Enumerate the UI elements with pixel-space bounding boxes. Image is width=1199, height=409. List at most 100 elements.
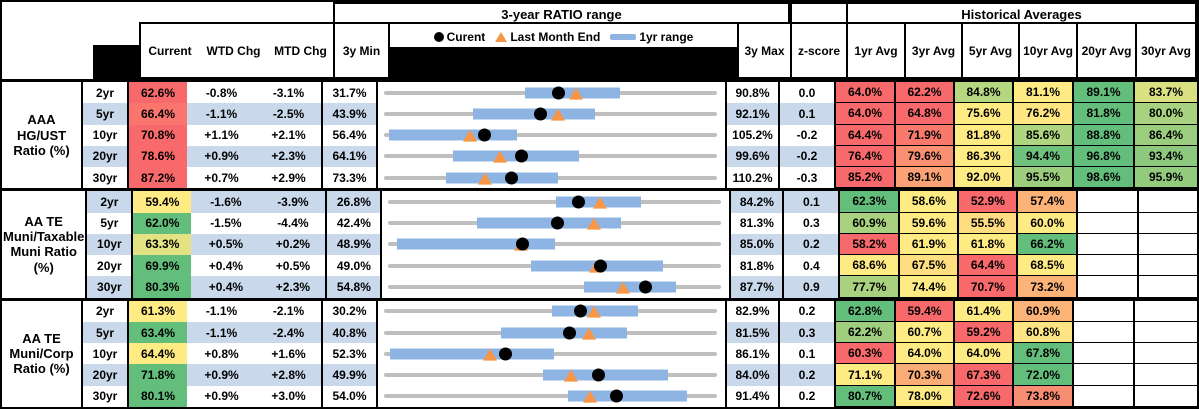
hist-avg-cell xyxy=(1074,321,1135,344)
hist-avg-cell: 60.0% xyxy=(1018,212,1079,234)
hist-avg-cell: 64.4% xyxy=(959,255,1019,277)
wtd-chg-column-header: WTD Chg xyxy=(206,43,261,58)
current-marker-icon xyxy=(552,86,566,100)
hist-avg-cell xyxy=(1139,191,1197,213)
zscore-cell: 0.2 xyxy=(780,300,836,322)
tenor-cell: 10yr xyxy=(87,233,134,256)
wtd-chg-cell: -1.1% xyxy=(187,300,256,322)
mtd-chg-cell: +2.8% xyxy=(256,364,323,386)
hist-avg-cell xyxy=(1139,276,1197,298)
current-marker-icon xyxy=(516,237,530,251)
hist-avg-cell xyxy=(1139,255,1197,277)
wtd-chg-cell: +0.9% xyxy=(187,364,256,386)
3y-max-column-header: 3y Max xyxy=(737,22,792,79)
wtd-chg-cell: -1.6% xyxy=(191,191,261,213)
table-body: AAA HG/UST Ratio (%) 2yr 62.6% -0.8% -3.1% 31… xyxy=(2,79,1197,407)
10yr-avg-column-header: 10yr Avg xyxy=(1018,22,1078,79)
tenor-header-black-cell xyxy=(93,45,139,79)
hist-avg-cell: 64.0% xyxy=(836,103,896,125)
mtd-chg-cell: +0.2% xyxy=(260,233,328,256)
table-row: 30yr 80.3% +0.4% +2.3% 54.8% 87.7% 0.9 77.7% 74.… xyxy=(87,276,1197,298)
hist-avg-cell: 73.8% xyxy=(1014,385,1074,407)
hist-avg-cell: 70.7% xyxy=(959,276,1019,298)
hist-avg-cell xyxy=(1074,385,1135,407)
current-marker-icon xyxy=(498,347,512,361)
range-track xyxy=(384,309,717,314)
current-cell: 61.3% xyxy=(129,300,187,322)
table-row: 2yr 62.6% -0.8% -3.1% 31.7% 90.8% 0.0 64.0% 62.2… xyxy=(83,82,1197,104)
hist-avg-cell xyxy=(1078,191,1140,213)
3y-min-cell: 26.8% xyxy=(327,191,383,213)
3y-max-cell: 90.8% xyxy=(727,82,780,104)
table-row: 20yr 71.8% +0.9% +2.8% 49.9% 84.0% 0.2 71.1% 70.… xyxy=(83,364,1197,386)
hist-avg-cell: 86.3% xyxy=(955,145,1014,168)
current-marker-icon xyxy=(477,128,491,142)
hist-avg-cell xyxy=(1135,343,1197,365)
current-cell: 80.1% xyxy=(129,385,187,407)
hist-avg-cell xyxy=(1135,300,1197,322)
3yr-avg-column-header: 3yr Avg xyxy=(904,22,963,79)
current-marker-icon xyxy=(609,389,623,403)
hist-avg-cell: 67.3% xyxy=(955,364,1014,386)
last-month-marker-icon xyxy=(478,172,493,185)
table-row: 30yr 87.2% +0.7% +2.9% 73.3% 110.2% -0.3 85.2% 8… xyxy=(83,167,1197,189)
wtd-chg-cell: +0.7% xyxy=(187,167,256,189)
tenor-cell: 10yr xyxy=(83,343,129,365)
3y-max-cell: 81.8% xyxy=(731,255,785,277)
current-dot-icon xyxy=(433,32,444,42)
one-year-range-bar xyxy=(389,129,517,141)
wtd-chg-cell: +0.5% xyxy=(191,233,261,256)
mtd-chg-cell: +3.0% xyxy=(256,385,323,407)
wtd-chg-cell: -1.1% xyxy=(187,103,256,125)
hist-avg-cell: 52.9% xyxy=(959,191,1019,213)
range-chart-cell xyxy=(378,300,727,322)
zscore-cell: 0.1 xyxy=(784,191,841,213)
current-cell: 64.4% xyxy=(129,343,187,365)
hist-avg-cell: 64.0% xyxy=(955,343,1014,365)
tenor-cell: 30yr xyxy=(87,276,134,298)
hist-avg-cell xyxy=(1078,233,1140,256)
range-chart-cell xyxy=(378,124,727,146)
hist-avg-cell: 88.8% xyxy=(1074,124,1135,146)
hist-avg-cell: 85.6% xyxy=(1014,124,1074,146)
hist-avg-cell: 78.0% xyxy=(896,385,955,407)
last-month-marker-icon xyxy=(587,305,601,318)
hist-avg-cell: 79.6% xyxy=(896,145,955,168)
wtd-chg-cell: +0.4% xyxy=(191,276,261,298)
wtd-chg-cell: +1.1% xyxy=(187,124,256,146)
hist-avg-cell xyxy=(1074,343,1135,365)
hist-avg-cell: 60.3% xyxy=(836,343,896,365)
range-track xyxy=(388,199,722,204)
range-chart-cell xyxy=(378,103,727,125)
mtd-chg-cell: -2.4% xyxy=(256,321,323,344)
last-month-marker-icon xyxy=(593,196,608,209)
3y-min-cell: 56.4% xyxy=(323,124,378,146)
hist-avg-cell: 73.2% xyxy=(1018,276,1079,298)
mtd-chg-cell: -2.1% xyxy=(256,300,323,322)
hist-avg-cell: 59.4% xyxy=(896,300,955,322)
hist-avg-cell: 58.6% xyxy=(900,191,960,213)
hist-avg-cell: 61.4% xyxy=(955,300,1014,322)
ratio-group-1: AA TE Muni/Taxable Muni Ratio (%) 2yr 59.4… xyxy=(2,188,1197,298)
hist-avg-cell: 98.6% xyxy=(1074,167,1135,189)
hist-avg-cell: 95.9% xyxy=(1135,167,1197,189)
3y-min-cell: 48.9% xyxy=(327,233,383,256)
hist-avg-cell: 60.9% xyxy=(1014,300,1074,322)
hist-avg-cell: 68.6% xyxy=(840,255,901,277)
hist-avg-cell: 81.8% xyxy=(955,124,1014,146)
last-month-marker-icon xyxy=(569,87,584,100)
3y-max-cell: 105.2% xyxy=(727,124,780,146)
current-marker-icon xyxy=(639,280,653,294)
current-cell: 63.4% xyxy=(129,321,187,344)
table-row: 20yr 69.9% +0.4% +0.5% 49.0% 81.8% 0.4 68.6% 67.… xyxy=(87,255,1197,277)
table-row: 5yr 63.4% -1.1% -2.4% 40.8% 81.5% 0.3 62.2% 60.7… xyxy=(83,321,1197,344)
one-year-range-bar xyxy=(446,172,559,184)
zscore-column-header: z-score xyxy=(790,22,848,79)
last-month-marker-icon xyxy=(482,348,497,361)
current-marker-icon xyxy=(550,216,564,230)
current-cell: 62.6% xyxy=(129,82,187,104)
range-track xyxy=(388,242,722,247)
current-cell: 69.9% xyxy=(133,255,192,277)
3y-min-cell: 54.8% xyxy=(327,276,383,298)
